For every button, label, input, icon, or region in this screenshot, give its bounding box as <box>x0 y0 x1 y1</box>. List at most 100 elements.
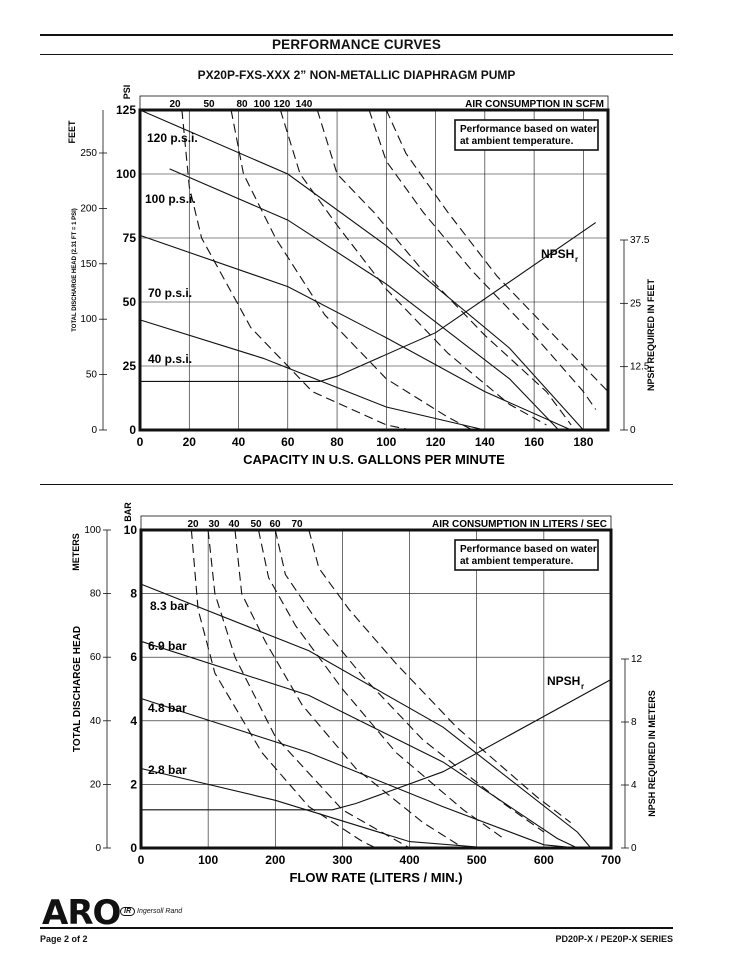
head-tick-label: 60 <box>90 652 102 663</box>
npsh-curve <box>141 679 612 811</box>
npsh-tick-label: 4 <box>631 780 637 791</box>
pressure-curve <box>140 767 491 849</box>
pressure-tick-label: 0 <box>130 841 137 855</box>
head-tick-label: 40 <box>90 716 102 727</box>
x-tick-label: 20 <box>183 435 197 449</box>
head-tick-label: 80 <box>90 589 102 600</box>
x-tick-label: 160 <box>524 435 544 449</box>
chart-metric-units: 0 100 200 300 400 500 600 700108642010080604020… <box>71 502 657 885</box>
pressure-axis-label: PSI <box>122 85 132 100</box>
air-tick-label: 140 <box>296 99 313 110</box>
pressure-tick-label: 25 <box>123 359 137 373</box>
npsh-tick-label: 0 <box>630 425 636 436</box>
air-consumption-curve <box>234 529 464 849</box>
head-tick-label: 20 <box>90 779 102 790</box>
air-tick-label: 40 <box>228 519 240 530</box>
aro-logo: ARO <box>42 893 121 933</box>
x-tick-label: 60 <box>281 435 295 449</box>
head-tick-label: 250 <box>80 148 97 159</box>
x-tick-label: 200 <box>265 853 285 867</box>
pressure-curve <box>139 234 572 431</box>
top-rule <box>40 34 673 36</box>
heading-rule <box>40 54 673 55</box>
x-tick-label: 120 <box>426 435 446 449</box>
air-consumption-curve <box>181 109 412 431</box>
air-consumption-curve <box>279 109 547 426</box>
note-text: at ambient temperature. <box>460 556 574 567</box>
pressure-curve <box>139 319 485 431</box>
head-tick-label: 50 <box>86 370 98 381</box>
pressure-tick-label: 50 <box>123 295 137 309</box>
note-box <box>454 539 599 571</box>
air-consumption-curve <box>190 529 377 849</box>
head-axis-long-label: TOTAL DISCHARGE HEAD (2.31 FT = 1 PSI) <box>72 208 78 332</box>
note-text: Performance based on water <box>460 124 597 135</box>
npsh-curve-label: NPSH <box>541 247 574 261</box>
pressure-tick-label: 75 <box>123 231 137 245</box>
page-number: Page 2 of 2 <box>40 934 88 944</box>
partner-text: Ingersoll Rand <box>137 908 183 915</box>
pressure-curve-label: 6.9 bar <box>148 639 187 653</box>
air-consumption-curve <box>230 109 473 431</box>
air-consumption-curve <box>316 109 572 426</box>
pressure-curve-label: 2.8 bar <box>148 763 187 777</box>
x-tick-label: 0 <box>138 853 145 867</box>
head-tick-label: 0 <box>91 425 97 436</box>
air-tick-label: 20 <box>169 99 181 110</box>
pressure-tick-label: 10 <box>124 523 138 537</box>
pressure-curve-label: 70 p.s.i. <box>148 286 192 300</box>
pressure-tick-label: 0 <box>129 423 136 437</box>
air-consumption-curve <box>368 109 597 410</box>
pressure-curve <box>140 583 592 849</box>
air-consumption-curve <box>308 529 572 824</box>
pressure-curve <box>140 697 578 849</box>
head-axis-long-label: TOTAL DISCHARGE HEAD <box>72 626 83 752</box>
head-tick-label: 150 <box>80 259 97 270</box>
air-tick-label: 50 <box>250 519 262 530</box>
pressure-curve <box>139 109 584 431</box>
x-axis-label: FLOW RATE (LITERS / MIN.) <box>289 870 462 885</box>
page-heading: PERFORMANCE CURVES <box>271 37 442 52</box>
x-tick-label: 40 <box>232 435 246 449</box>
x-tick-label: 80 <box>330 435 344 449</box>
x-tick-label: 100 <box>376 435 396 449</box>
air-tick-label: 60 <box>269 519 281 530</box>
series-label: PD20P-X / PE20P-X SERIES <box>555 934 673 944</box>
x-tick-label: 600 <box>534 853 554 867</box>
npsh-tick-label: 25 <box>630 298 642 309</box>
pressure-curve-label: 120 p.s.i. <box>147 131 198 145</box>
pressure-tick-label: 6 <box>130 650 137 664</box>
air-axis-label: AIR CONSUMPTION IN SCFM <box>465 99 604 110</box>
pressure-axis-label: BAR <box>123 502 133 522</box>
air-consumption-curve <box>274 529 545 833</box>
pressure-tick-label: 8 <box>130 587 137 601</box>
ir-badge-icon: IR <box>120 907 135 916</box>
x-tick-label: 100 <box>198 853 218 867</box>
head-tick-label: 0 <box>95 843 101 854</box>
air-tick-label: 20 <box>187 519 199 530</box>
npsh-tick-label: 12.5 <box>630 362 650 373</box>
npsh-subscript: r <box>575 255 578 264</box>
air-tick-label: 70 <box>291 519 303 530</box>
npsh-subscript: r <box>581 682 584 691</box>
x-tick-label: 300 <box>332 853 352 867</box>
air-consumption-curve <box>385 109 609 392</box>
note-text: at ambient temperature. <box>460 136 574 147</box>
air-tick-label: 80 <box>236 99 248 110</box>
npsh-curve <box>140 222 597 382</box>
pressure-tick-label: 100 <box>116 167 136 181</box>
head-tick-label: 100 <box>80 314 97 325</box>
pressure-curve-label: 4.8 bar <box>148 701 187 715</box>
pressure-tick-label: 125 <box>116 103 136 117</box>
x-tick-label: 400 <box>400 853 420 867</box>
npsh-tick-label: 8 <box>631 717 637 728</box>
x-axis-label: CAPACITY IN U.S. GALLONS PER MINUTE <box>243 452 505 467</box>
pressure-tick-label: 4 <box>130 714 137 728</box>
pressure-curve-label: 100 p.s.i. <box>145 192 196 206</box>
pressure-curve <box>140 640 578 849</box>
air-tick-label: 50 <box>203 99 215 110</box>
note-box <box>454 119 599 151</box>
pressure-curve <box>169 168 560 431</box>
head-axis-label: FEET <box>67 120 77 144</box>
x-tick-label: 500 <box>467 853 487 867</box>
